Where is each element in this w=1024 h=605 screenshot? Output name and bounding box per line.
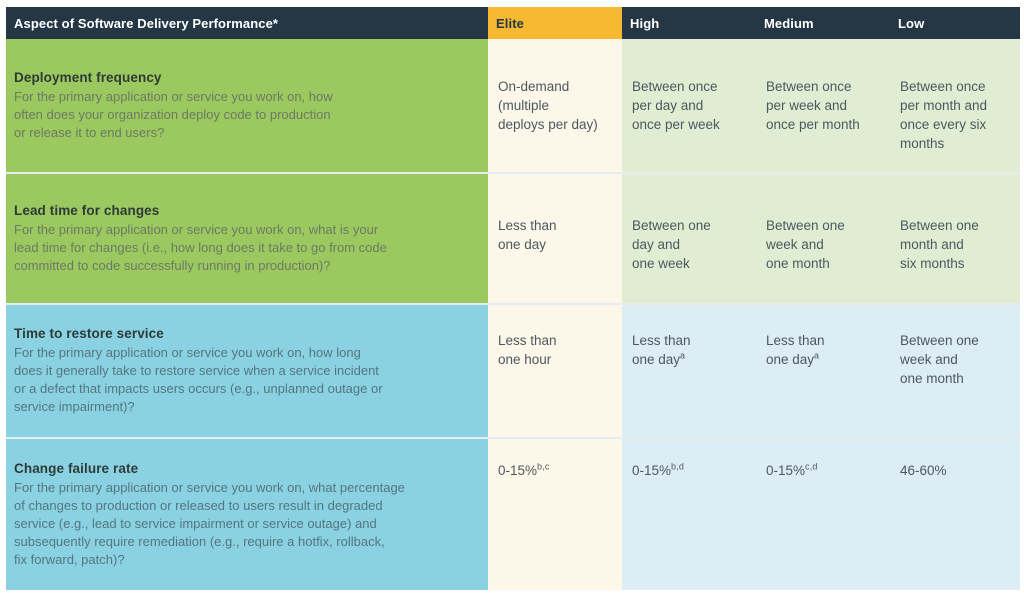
row-description: For the primary application or service y… <box>14 345 383 414</box>
header-elite: Elite <box>488 7 622 39</box>
cell-value: 0-15% <box>498 463 538 478</box>
header-aspect-label: Aspect of Software Delivery Performance* <box>14 15 279 31</box>
cell-value: Between one week and one month <box>900 333 979 386</box>
cell-footnote: b,d <box>671 461 685 472</box>
header-low: Low <box>890 7 1020 39</box>
row-description: For the primary application or service y… <box>14 221 387 273</box>
cell-change-failure-rate-low: 46-60% <box>890 437 1020 590</box>
cell-value: Less than one hour <box>498 333 557 367</box>
cell-time-to-restore-elite: Less than one hour <box>488 303 622 437</box>
header-medium: Medium <box>756 7 890 39</box>
cell-time-to-restore-medium: Less than one daya <box>756 303 890 437</box>
software-delivery-performance-table: Aspect of Software Delivery Performance*… <box>6 7 1020 590</box>
row-title: Lead time for changes <box>14 202 160 218</box>
cell-value: Less than one day <box>498 218 557 252</box>
cell-change-failure-rate-high: 0-15%b,d <box>622 437 756 590</box>
row-title: Deployment frequency <box>14 69 162 85</box>
header-high: High <box>622 7 756 39</box>
cell-change-failure-rate-medium: 0-15%c,d <box>756 437 890 590</box>
cell-time-to-restore-high: Less than one daya <box>622 303 756 437</box>
row-title: Change failure rate <box>14 460 139 476</box>
cell-time-to-restore-low: Between one week and one month <box>890 303 1020 437</box>
cell-footnote: b,c <box>537 461 550 472</box>
cell-footnote: c,d <box>805 461 818 472</box>
header-aspect: Aspect of Software Delivery Performance* <box>6 7 488 39</box>
header-medium-label: Medium <box>764 15 814 31</box>
cell-lead-time-elite: Less than one day <box>488 172 622 303</box>
cell-deployment-frequency-medium: Between once per week and once per month <box>756 39 890 172</box>
cell-footnote: a <box>680 350 686 361</box>
row-description: For the primary application or service y… <box>14 479 405 567</box>
row-description: For the primary application or service y… <box>14 88 333 140</box>
cell-value: Between once per day and once per week <box>632 79 720 132</box>
row-change-failure-rate-aspect: Change failure rate For the primary appl… <box>6 437 488 590</box>
cell-value: 0-15% <box>766 463 806 478</box>
cell-value: 46-60% <box>900 463 947 478</box>
cell-value: Between once per week and once per month <box>766 79 860 132</box>
row-deployment-frequency-aspect: Deployment frequency For the primary app… <box>6 39 488 172</box>
header-high-label: High <box>630 15 660 31</box>
row-title: Time to restore service <box>14 326 164 341</box>
cell-value: Between once per month and once every si… <box>900 79 988 151</box>
cell-value: Between one week and one month <box>766 218 845 271</box>
row-time-to-restore-aspect: Time to restore service For the primary … <box>6 303 488 437</box>
cell-deployment-frequency-elite: On-demand (multiple deploys per day) <box>488 39 622 172</box>
cell-deployment-frequency-high: Between once per day and once per week <box>622 39 756 172</box>
header-low-label: Low <box>898 15 925 31</box>
header-elite-label: Elite <box>496 15 524 31</box>
cell-value: Less than one day <box>632 333 691 367</box>
cell-value: On-demand (multiple deploys per day) <box>498 79 598 132</box>
cell-lead-time-medium: Between one week and one month <box>756 172 890 303</box>
cell-lead-time-low: Between one month and six months <box>890 172 1020 303</box>
cell-value: Between one month and six months <box>900 218 979 271</box>
cell-value: 0-15% <box>632 463 672 478</box>
cell-deployment-frequency-low: Between once per month and once every si… <box>890 39 1020 172</box>
row-lead-time-aspect: Lead time for changes For the primary ap… <box>6 172 488 303</box>
cell-lead-time-high: Between one day and one week <box>622 172 756 303</box>
cell-footnote: a <box>814 350 820 361</box>
cell-value: Between one day and one week <box>632 218 711 271</box>
cell-value: Less than one day <box>766 333 825 367</box>
cell-change-failure-rate-elite: 0-15%b,c <box>488 437 622 590</box>
